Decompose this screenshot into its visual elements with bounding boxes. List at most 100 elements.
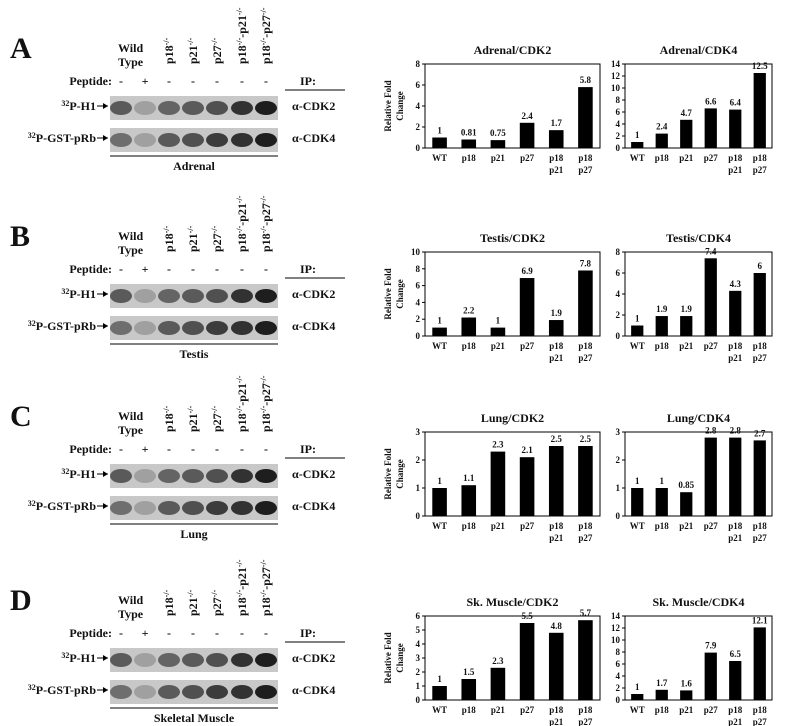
peptide-sign: - bbox=[215, 74, 219, 88]
blot-band bbox=[255, 133, 277, 147]
genotype-superscript: -/- bbox=[259, 195, 268, 203]
bar bbox=[461, 317, 477, 336]
x-tick-label: p18 bbox=[753, 341, 768, 351]
y-tick-label: 3 bbox=[416, 427, 421, 437]
bar bbox=[548, 130, 564, 148]
value-label: 2.5 bbox=[551, 434, 563, 444]
chart-title: Sk. Muscle/CDK4 bbox=[652, 595, 744, 609]
x-tick-label: p27 bbox=[520, 153, 535, 163]
x-tick-label: p27 bbox=[578, 165, 593, 175]
panel-letter: B bbox=[10, 220, 30, 253]
blot-band bbox=[255, 101, 277, 115]
antibody-label: α-CDK2 bbox=[292, 99, 335, 113]
x-tick-label: p21 bbox=[491, 341, 506, 351]
genotype-label: p18-/--p21-/- bbox=[235, 559, 250, 616]
y-tick-label: 1 bbox=[416, 483, 421, 493]
bar bbox=[519, 278, 535, 336]
wild-type-label: Wild bbox=[118, 229, 143, 243]
y-tick-label: 4 bbox=[416, 101, 421, 111]
row-label: 32P-GST-pRb bbox=[28, 499, 97, 514]
peptide-sign: - bbox=[215, 262, 219, 276]
blot-band bbox=[182, 653, 204, 667]
y-tick-label: 4 bbox=[616, 289, 621, 299]
genotype-superscript: -/- bbox=[162, 225, 171, 233]
genotype-label: p18-/- bbox=[162, 37, 177, 64]
genotype-superscript: -/- bbox=[235, 37, 244, 45]
x-tick-label: p27 bbox=[520, 341, 535, 351]
x-tick-label: p21 bbox=[728, 353, 743, 363]
blot-band bbox=[182, 289, 204, 303]
x-tick-label: p27 bbox=[520, 705, 535, 715]
x-tick-label: p18 bbox=[549, 153, 564, 163]
row-label-text: P-H1 bbox=[69, 99, 96, 113]
bar bbox=[519, 623, 535, 700]
peptide-label: Peptide: bbox=[69, 442, 112, 456]
peptide-sign: - bbox=[264, 626, 268, 640]
bar bbox=[655, 316, 668, 336]
value-label: 1.1 bbox=[463, 473, 475, 483]
blot-band bbox=[134, 133, 156, 147]
genotype-text: p18 bbox=[162, 45, 176, 64]
bar bbox=[729, 661, 742, 700]
value-label: 2.7 bbox=[754, 428, 766, 438]
x-tick-label: WT bbox=[432, 153, 447, 163]
y-tick-label: 6 bbox=[416, 80, 421, 90]
plot-frame bbox=[424, 63, 601, 149]
tissue-label: Testis bbox=[180, 347, 209, 361]
genotype-label: p18-/--p27-/- bbox=[259, 7, 274, 64]
ip-label: IP: bbox=[300, 442, 316, 456]
row-label: 32P-H1 bbox=[61, 467, 96, 482]
x-tick-label: p21 bbox=[549, 533, 564, 543]
peptide-sign: + bbox=[142, 442, 149, 456]
row-label-superscript: 32 bbox=[28, 683, 36, 692]
bar bbox=[548, 632, 564, 700]
y-tick-label: 0 bbox=[616, 331, 621, 341]
genotype-text: p21 bbox=[186, 45, 200, 64]
blot-band bbox=[255, 289, 277, 303]
genotype-label: p18-/--p21-/- bbox=[235, 7, 250, 64]
antibody-label: α-CDK4 bbox=[292, 131, 335, 145]
value-label: 2.8 bbox=[705, 426, 717, 436]
x-tick-label: p27 bbox=[753, 717, 768, 726]
row-arrowhead bbox=[103, 503, 108, 509]
x-tick-label: p21 bbox=[679, 153, 694, 163]
row-label: 32P-H1 bbox=[61, 99, 96, 114]
x-tick-label: p18 bbox=[728, 705, 743, 715]
value-label: 0.85 bbox=[678, 480, 694, 490]
blot-band bbox=[158, 289, 180, 303]
blot-band bbox=[134, 501, 156, 515]
value-label: 2.4 bbox=[656, 122, 668, 132]
genotype-label: p18-/- bbox=[162, 405, 177, 432]
ip-label: IP: bbox=[300, 262, 316, 276]
genotype-label: p18-/--p27-/- bbox=[259, 195, 274, 252]
blot-band bbox=[158, 101, 180, 115]
plot-frame bbox=[424, 251, 601, 337]
x-tick-label: p18 bbox=[728, 153, 743, 163]
genotype-label: p18-/--p21-/- bbox=[235, 195, 250, 252]
x-tick-label: p21 bbox=[491, 153, 506, 163]
genotype-label: p18-/--p27-/- bbox=[259, 559, 274, 616]
y-tick-label: 2 bbox=[616, 310, 621, 320]
x-tick-label: p21 bbox=[728, 533, 743, 543]
chart-title: Lung/CDK4 bbox=[667, 411, 730, 425]
value-label: 1.7 bbox=[656, 678, 668, 688]
row-label-text: P-H1 bbox=[69, 651, 96, 665]
y-tick-label: 4 bbox=[616, 671, 621, 681]
chart-title: Adrenal/CDK2 bbox=[474, 43, 552, 57]
row-label-text: P-GST-pRb bbox=[36, 319, 97, 333]
y-tick-label: 10 bbox=[411, 247, 421, 257]
y-tick-label: 0 bbox=[616, 511, 621, 521]
genotype-text: p18 bbox=[259, 597, 273, 616]
genotype-superscript: -/- bbox=[210, 225, 219, 233]
x-tick-label: p27 bbox=[578, 533, 593, 543]
blot-band bbox=[206, 685, 228, 699]
x-tick-label: p18 bbox=[728, 341, 743, 351]
blot-band bbox=[255, 501, 277, 515]
plot-frame bbox=[424, 431, 601, 517]
value-label: 4.7 bbox=[681, 108, 693, 118]
blot-band bbox=[158, 469, 180, 483]
blot-band bbox=[182, 469, 204, 483]
blot-band bbox=[255, 469, 277, 483]
value-label: 6 bbox=[758, 261, 763, 271]
blot-band bbox=[134, 653, 156, 667]
